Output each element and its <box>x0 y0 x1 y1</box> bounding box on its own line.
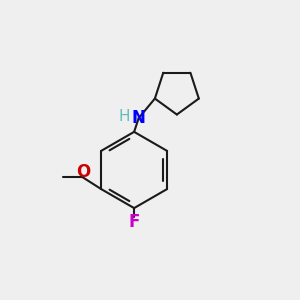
Text: N: N <box>132 109 146 127</box>
Text: H: H <box>119 109 130 124</box>
Text: O: O <box>76 163 90 181</box>
Text: F: F <box>128 213 140 231</box>
